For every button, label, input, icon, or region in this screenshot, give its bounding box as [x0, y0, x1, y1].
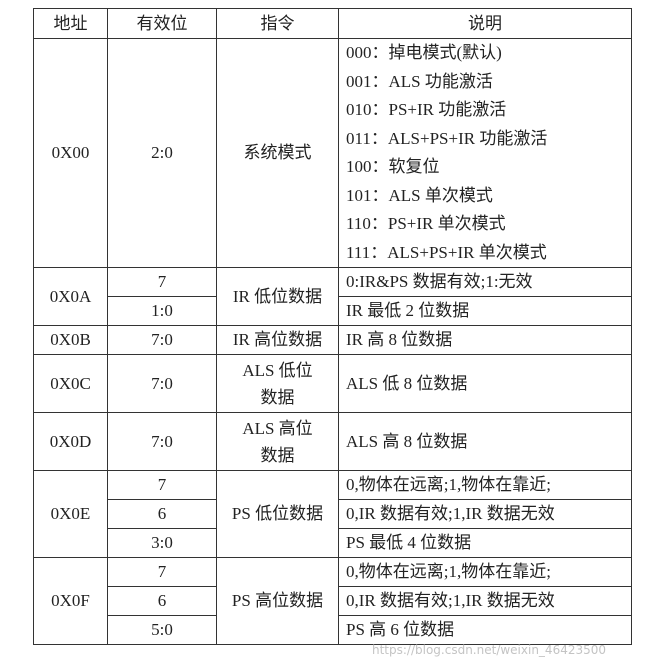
command-cell: 系统模式	[216, 38, 339, 268]
bits-cell: 6	[107, 499, 217, 529]
header-address: 地址	[33, 8, 108, 39]
table-row: 6 0,IR 数据有效;1,IR 数据无效	[34, 586, 632, 616]
description-cell: IR 最低 2 位数据	[338, 296, 632, 326]
command-cell: PS 低位数据	[216, 470, 339, 558]
mode-line: 111：ALS+PS+IR 单次模式	[346, 242, 547, 262]
mode-line: 010：PS+IR 功能激活	[346, 100, 507, 119]
watermark: https://blog.csdn.net/weixin_46423500	[372, 643, 607, 657]
bits-cell: 7:0	[107, 412, 217, 471]
mode-line: 011：ALS+PS+IR 功能激活	[346, 128, 548, 148]
bits-cell: 2:0	[107, 38, 217, 268]
mode-line: 101：ALS 单次模式	[346, 185, 493, 205]
table-row: 0X0B 7:0 IR 高位数据 IR 高 8 位数据	[33, 325, 632, 355]
table-row: 5:0 PS 高 6 位数据	[34, 615, 632, 645]
description-cell: ALS 低 8 位数据	[338, 354, 632, 413]
bits-cell: 7	[107, 267, 217, 297]
address-cell: 0X00	[33, 38, 108, 268]
mode-line: 001：ALS 功能激活	[346, 71, 493, 91]
table-row: 0X00 2:0 系统模式 000：掉电模式(默认) 001：ALS 功能激活 …	[33, 38, 632, 268]
header-command: 指令	[216, 8, 339, 39]
header-row: 地址 有效位 指令 说明	[33, 8, 632, 39]
mode-line: 000：掉电模式(默认)	[346, 43, 502, 62]
address-cell: 0X0C	[33, 354, 108, 413]
description-cell: PS 高 6 位数据	[338, 615, 632, 645]
bits-cell: 7:0	[107, 325, 217, 355]
mode-line: 100：软复位	[346, 157, 440, 176]
command-cell: IR 低位数据	[216, 267, 339, 326]
bits-cell: 7:0	[107, 354, 217, 413]
table-row: 0X0E 7 PS 低位数据 0,物体在远离;1,物体在靠近;	[33, 470, 632, 558]
description-cell: 000：掉电模式(默认) 001：ALS 功能激活 010：PS+IR 功能激活…	[338, 38, 632, 268]
table-row: 0X0D 7:0 ALS 高位数据 ALS 高 8 位数据	[33, 412, 632, 471]
table-row: 0X0A 7 IR 低位数据 0:IR&PS 数据有效;1:无效	[33, 267, 632, 326]
address-cell: 0X0A	[33, 267, 108, 326]
address-cell: 0X0D	[33, 412, 108, 471]
table-row: 0X0F 7 PS 高位数据 0,物体在远离;1,物体在靠近;	[33, 557, 632, 645]
description-cell: IR 高 8 位数据	[338, 325, 632, 355]
description-cell: ALS 高 8 位数据	[338, 412, 632, 471]
description-cell: 0:IR&PS 数据有效;1:无效	[338, 267, 632, 297]
address-cell: 0X0E	[33, 470, 108, 558]
description-cell: 0,物体在远离;1,物体在靠近;	[338, 470, 632, 500]
bits-cell: 1:0	[107, 296, 217, 326]
bits-cell: 7	[107, 557, 217, 587]
address-cell: 0X0F	[33, 557, 108, 645]
header-description: 说明	[338, 8, 632, 39]
bits-cell: 3:0	[107, 528, 217, 558]
command-text: ALS 高位数据	[242, 418, 313, 465]
mode-line: 110：PS+IR 单次模式	[346, 214, 506, 233]
bits-cell: 6	[107, 586, 217, 616]
register-table: 地址 有效位 指令 说明 0X00 2:0 系统模式 000：掉电模式(默认) …	[33, 8, 632, 645]
description-cell: PS 最低 4 位数据	[338, 528, 632, 558]
address-cell: 0X0B	[33, 325, 108, 355]
description-cell: 0,IR 数据有效;1,IR 数据无效	[338, 499, 632, 529]
command-text: ALS 低位数据	[242, 360, 313, 407]
table-row: 3:0 PS 最低 4 位数据	[34, 528, 632, 558]
command-cell: ALS 低位数据	[216, 354, 339, 413]
description-cell: 0,物体在远离;1,物体在靠近;	[338, 557, 632, 587]
command-cell: IR 高位数据	[216, 325, 339, 355]
command-cell: ALS 高位数据	[216, 412, 339, 471]
bits-cell: 7	[107, 470, 217, 500]
description-cell: 0,IR 数据有效;1,IR 数据无效	[338, 586, 632, 616]
table-row: 1:0 IR 最低 2 位数据	[34, 296, 632, 326]
header-bits: 有效位	[107, 8, 217, 39]
command-cell: PS 高位数据	[216, 557, 339, 645]
bits-cell: 5:0	[107, 615, 217, 645]
table-row: 0X0C 7:0 ALS 低位数据 ALS 低 8 位数据	[33, 354, 632, 413]
